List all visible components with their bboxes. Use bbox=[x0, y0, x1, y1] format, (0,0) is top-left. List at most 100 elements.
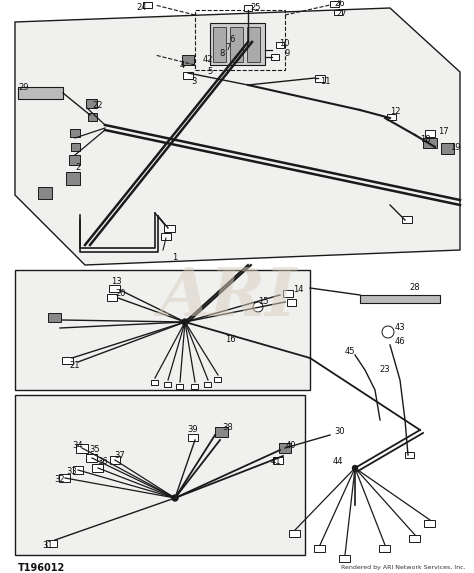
Bar bbox=[92, 464, 103, 472]
Bar bbox=[425, 129, 435, 136]
Bar bbox=[247, 27, 260, 62]
Text: 7: 7 bbox=[225, 42, 231, 52]
Bar bbox=[66, 171, 80, 185]
Bar bbox=[380, 544, 391, 551]
Bar bbox=[423, 138, 437, 148]
Bar bbox=[288, 299, 297, 305]
Text: 46: 46 bbox=[395, 337, 405, 347]
Text: 15: 15 bbox=[258, 297, 268, 307]
Bar bbox=[107, 293, 117, 300]
Text: 40: 40 bbox=[286, 441, 296, 449]
Bar bbox=[315, 74, 325, 81]
Bar bbox=[283, 289, 293, 296]
Bar bbox=[63, 356, 73, 363]
Bar bbox=[215, 376, 221, 382]
Bar bbox=[441, 143, 455, 154]
Bar bbox=[388, 114, 396, 120]
Bar bbox=[89, 113, 98, 121]
Text: 27: 27 bbox=[337, 10, 347, 18]
Text: ARI: ARI bbox=[158, 265, 297, 331]
Bar bbox=[70, 129, 80, 137]
Circle shape bbox=[382, 326, 394, 338]
Bar bbox=[195, 10, 285, 70]
Text: 5: 5 bbox=[207, 68, 213, 77]
Text: 45: 45 bbox=[345, 347, 355, 356]
Bar bbox=[18, 87, 63, 99]
Text: 44: 44 bbox=[333, 457, 343, 466]
Bar bbox=[334, 10, 342, 14]
Bar bbox=[425, 520, 436, 527]
Bar bbox=[86, 99, 98, 108]
Text: 4: 4 bbox=[179, 61, 185, 69]
Bar bbox=[210, 23, 265, 65]
Text: 2: 2 bbox=[75, 163, 81, 172]
Text: 22: 22 bbox=[93, 100, 103, 109]
Circle shape bbox=[182, 319, 188, 325]
Text: 35: 35 bbox=[90, 445, 100, 454]
Bar bbox=[213, 27, 226, 62]
Text: 13: 13 bbox=[111, 277, 121, 286]
Text: 24: 24 bbox=[137, 3, 147, 13]
Text: 23: 23 bbox=[380, 366, 390, 375]
Text: 34: 34 bbox=[73, 441, 83, 449]
Bar bbox=[182, 55, 194, 65]
Bar bbox=[164, 225, 175, 231]
Text: 36: 36 bbox=[98, 457, 109, 466]
Bar bbox=[70, 155, 81, 165]
Circle shape bbox=[172, 495, 178, 501]
Circle shape bbox=[253, 302, 263, 312]
Bar bbox=[152, 379, 158, 384]
Text: 12: 12 bbox=[390, 108, 400, 116]
Circle shape bbox=[353, 465, 357, 470]
Bar bbox=[402, 215, 412, 222]
Text: 38: 38 bbox=[223, 423, 233, 433]
Text: 33: 33 bbox=[67, 468, 77, 477]
Text: 32: 32 bbox=[55, 476, 65, 485]
Text: 16: 16 bbox=[225, 336, 235, 344]
Bar bbox=[38, 187, 52, 199]
Bar bbox=[360, 295, 440, 303]
Text: 11: 11 bbox=[320, 77, 330, 87]
Text: 6: 6 bbox=[229, 36, 235, 45]
Bar bbox=[315, 544, 326, 551]
Text: 19: 19 bbox=[450, 143, 460, 152]
Bar bbox=[15, 395, 305, 555]
Text: 17: 17 bbox=[438, 128, 448, 136]
Bar bbox=[276, 42, 284, 48]
Text: 39: 39 bbox=[188, 426, 198, 434]
Text: 21: 21 bbox=[70, 360, 80, 370]
Bar bbox=[204, 382, 211, 387]
Text: 26: 26 bbox=[335, 0, 346, 9]
Bar bbox=[216, 427, 228, 437]
Bar bbox=[405, 452, 414, 458]
Text: 3: 3 bbox=[191, 77, 197, 87]
Text: 31: 31 bbox=[43, 540, 53, 550]
Text: T196012: T196012 bbox=[18, 563, 65, 573]
Bar bbox=[72, 143, 81, 151]
Bar bbox=[191, 383, 199, 388]
Bar bbox=[76, 444, 88, 453]
Bar bbox=[48, 312, 62, 321]
Bar bbox=[60, 474, 71, 482]
Bar bbox=[244, 5, 252, 11]
Bar bbox=[161, 233, 171, 240]
Text: 29: 29 bbox=[19, 83, 29, 92]
Text: 30: 30 bbox=[335, 427, 346, 437]
Text: 43: 43 bbox=[395, 324, 405, 332]
Text: 28: 28 bbox=[410, 282, 420, 292]
Bar bbox=[273, 457, 283, 464]
Text: 8: 8 bbox=[219, 49, 225, 58]
Bar bbox=[176, 383, 183, 388]
Bar bbox=[15, 270, 310, 390]
Bar bbox=[271, 54, 279, 60]
Bar bbox=[279, 443, 291, 453]
Bar bbox=[109, 285, 120, 292]
Bar bbox=[330, 1, 339, 7]
Text: 1: 1 bbox=[173, 253, 178, 261]
Bar bbox=[46, 540, 57, 547]
Text: 41: 41 bbox=[271, 457, 281, 466]
Bar bbox=[188, 434, 198, 441]
Text: 18: 18 bbox=[419, 135, 430, 144]
Bar bbox=[230, 27, 243, 62]
Text: 42: 42 bbox=[203, 56, 213, 65]
